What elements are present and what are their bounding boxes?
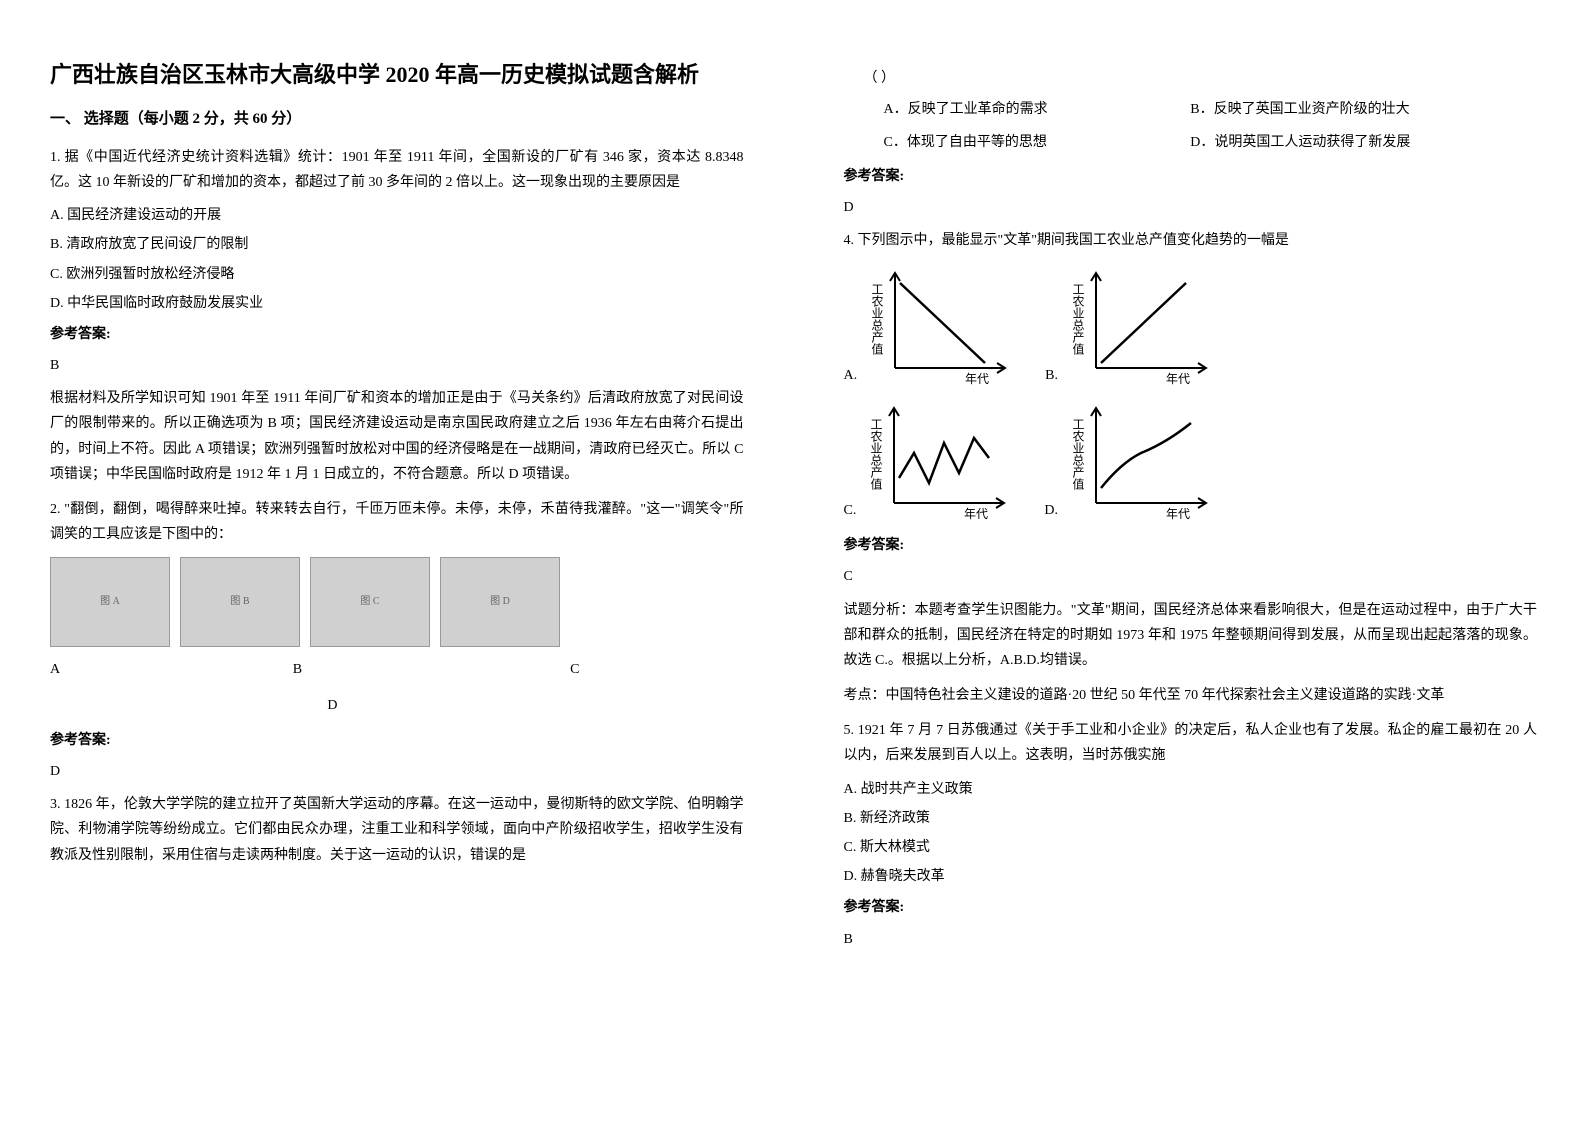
q3-paren: （ ） [864, 66, 1538, 91]
q4-chart-b: 工农业总产值 年代 [1066, 263, 1216, 388]
q4-chart-c: 工农业总产值 年代 [864, 398, 1014, 523]
q4-label-b: B. [1045, 363, 1058, 388]
q5-option-b: B. 新经济政策 [844, 806, 1538, 831]
section-header: 一、 选择题（每小题 2 分，共 60 分） [50, 106, 744, 133]
q2-answer-label: 参考答案: [50, 728, 744, 753]
q4-label-d: D. [1044, 498, 1058, 523]
q4-charts-row-1: A. 工农业总产值 年代 B. 工农业总产值 年代 [844, 263, 1538, 388]
q5-option-d: D. 赫鲁晓夫改革 [844, 864, 1538, 889]
q3-options-row-1: A．反映了工业革命的需求 B．反映了英国工业资产阶级的壮大 [844, 97, 1538, 122]
q2-answer: D [50, 759, 744, 784]
q1-option-c: C. 欧洲列强暂时放松经济侵略 [50, 262, 744, 287]
q4-charts-row-2: C. 工农业总产值 年代 D. 工农业总产值 年代 [844, 398, 1538, 523]
q2-image-b: 图 B [180, 557, 300, 647]
q2-labels: A B C [50, 657, 744, 682]
q4-chart-d: 工农业总产值 年代 [1066, 398, 1216, 523]
q1-option-b: B. 清政府放宽了民间设厂的限制 [50, 232, 744, 257]
page-title: 广西壮族自治区玉林市大高级中学 2020 年高一历史模拟试题含解析 [50, 60, 744, 91]
q3-options-row-2: C．体现了自由平等的思想 D．说明英国工人运动获得了新发展 [844, 130, 1538, 155]
q4-answer-label: 参考答案: [844, 533, 1538, 558]
q4-explanation-2: 考点：中国特色社会主义建设的道路·20 世纪 50 年代至 70 年代探索社会主… [844, 683, 1538, 708]
q1-option-a: A. 国民经济建设运动的开展 [50, 203, 744, 228]
svg-text:工农业总产值: 工农业总产值 [870, 283, 884, 356]
svg-text:年代: 年代 [1166, 372, 1190, 386]
q2-label-a: A [50, 657, 293, 682]
q1-answer: B [50, 353, 744, 378]
q2-labels-2: D [50, 693, 744, 718]
q3-option-a: A．反映了工业革命的需求 [844, 97, 1191, 122]
q1-answer-label: 参考答案: [50, 322, 744, 347]
q2-label-c: C [570, 657, 743, 682]
q2-image-a: 图 A [50, 557, 170, 647]
q3-option-b: B．反映了英国工业资产阶级的壮大 [1190, 97, 1537, 122]
q4-stem: 4. 下列图示中，最能显示"文革"期间我国工农业总产值变化趋势的一幅是 [844, 228, 1538, 253]
svg-text:年代: 年代 [964, 507, 988, 521]
svg-text:工农业总产值: 工农业总产值 [1071, 283, 1085, 356]
q2-images: 图 A 图 B 图 C 图 D [50, 557, 744, 647]
q2-label-d: D [327, 693, 337, 718]
q3-stem: 3. 1826 年，伦敦大学学院的建立拉开了英国新大学运动的序幕。在这一运动中，… [50, 792, 744, 868]
q4-chart-d-box: D. 工农业总产值 年代 [1044, 398, 1216, 523]
q2-image-d: 图 D [440, 557, 560, 647]
q4-chart-a-box: A. 工农业总产值 年代 [844, 263, 1016, 388]
q4-answer: C [844, 564, 1538, 589]
q2-label-b: B [293, 657, 570, 682]
q5-answer: B [844, 927, 1538, 952]
right-column: （ ） A．反映了工业革命的需求 B．反映了英国工业资产阶级的壮大 C．体现了自… [794, 0, 1587, 1122]
q3-answer-label: 参考答案: [844, 164, 1538, 189]
q4-chart-a: 工农业总产值 年代 [865, 263, 1015, 388]
q4-label-a: A. [844, 363, 858, 388]
q5-option-c: C. 斯大林模式 [844, 835, 1538, 860]
svg-text:工农业总产值: 工农业总产值 [1071, 418, 1085, 491]
q5-option-a: A. 战时共产主义政策 [844, 777, 1538, 802]
left-column: 广西壮族自治区玉林市大高级中学 2020 年高一历史模拟试题含解析 一、 选择题… [0, 0, 794, 1122]
q4-explanation-1: 试题分析：本题考查学生识图能力。"文革"期间，国民经济总体来看影响很大，但是在运… [844, 598, 1538, 674]
svg-text:工农业总产值: 工农业总产值 [869, 418, 883, 491]
q3-answer: D [844, 195, 1538, 220]
q1-stem: 1. 据《中国近代经济史统计资料选辑》统计：1901 年至 1911 年间，全国… [50, 145, 744, 195]
q3-option-d: D．说明英国工人运动获得了新发展 [1190, 130, 1537, 155]
svg-text:年代: 年代 [965, 372, 989, 386]
q5-stem: 5. 1921 年 7 月 7 日苏俄通过《关于手工业和小企业》的决定后，私人企… [844, 718, 1538, 768]
q5-answer-label: 参考答案: [844, 895, 1538, 920]
q1-explanation: 根据材料及所学知识可知 1901 年至 1911 年间厂矿和资本的增加正是由于《… [50, 386, 744, 487]
svg-text:年代: 年代 [1166, 507, 1190, 521]
q1-option-d: D. 中华民国临时政府鼓励发展实业 [50, 291, 744, 316]
q2-stem: 2. "翻倒，翻倒，喝得醉来吐掉。转来转去自行，千匝万匝未停。未停，未停，禾苗待… [50, 497, 744, 547]
q4-label-c: C. [844, 498, 857, 523]
q2-image-c: 图 C [310, 557, 430, 647]
q3-option-c: C．体现了自由平等的思想 [844, 130, 1191, 155]
q4-chart-b-box: B. 工农业总产值 年代 [1045, 263, 1216, 388]
q4-chart-c-box: C. 工农业总产值 年代 [844, 398, 1015, 523]
